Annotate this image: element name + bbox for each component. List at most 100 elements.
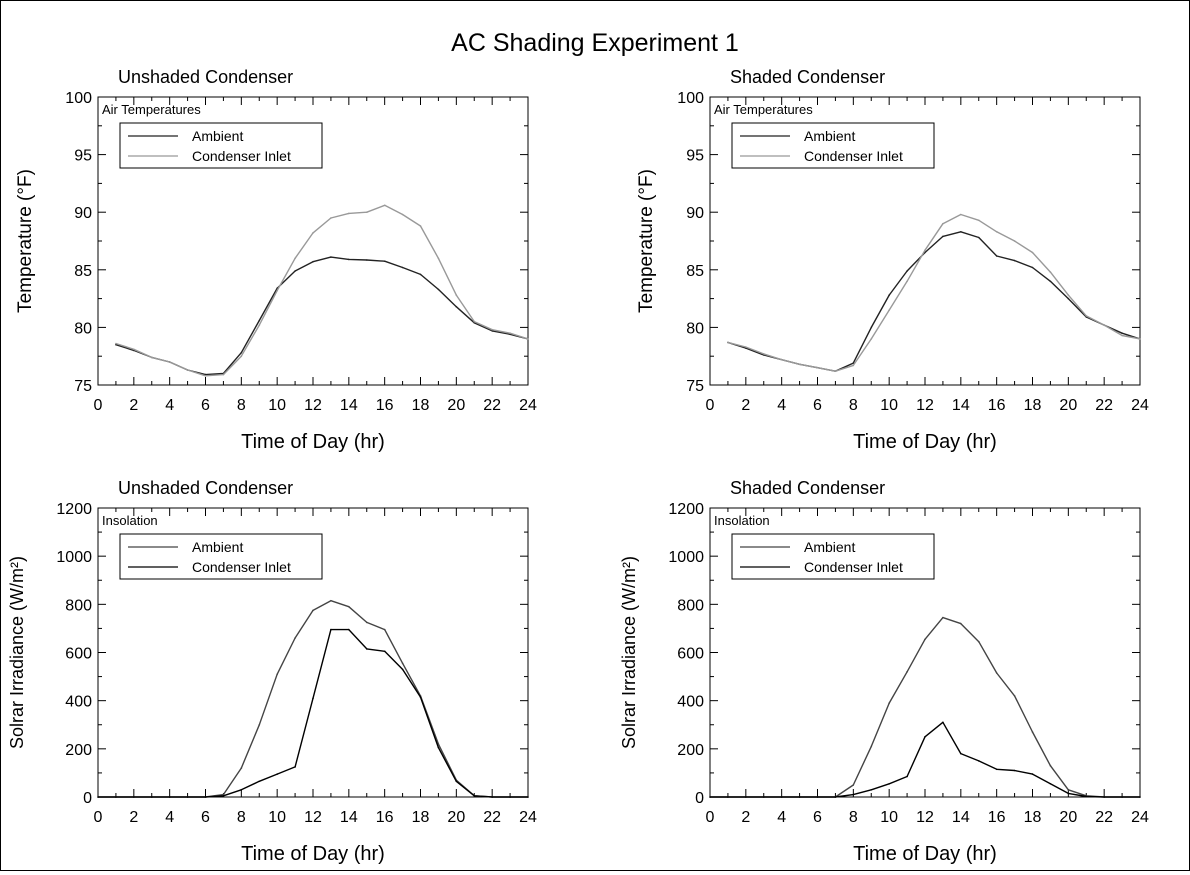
data-point: [924, 638, 926, 641]
data-point: [1103, 796, 1105, 798]
y-tick-label: 0: [695, 790, 704, 807]
data-point: [115, 796, 117, 798]
data-point: [1031, 773, 1034, 775]
x-tick-label: 6: [813, 809, 822, 826]
data-point: [780, 358, 783, 361]
data-point: [204, 375, 207, 377]
data-point: [1085, 795, 1088, 798]
data-point: [995, 231, 998, 233]
x-tick-label: 14: [340, 809, 358, 826]
data-point: [888, 294, 890, 296]
y-tick-label: 400: [677, 694, 704, 711]
data-point: [763, 353, 765, 355]
data-point: [1049, 280, 1052, 283]
y-tick-label: 600: [677, 646, 704, 663]
data-point: [473, 320, 476, 323]
x-tick-label: 18: [1024, 397, 1042, 414]
data-point: [1121, 332, 1123, 335]
x-axis-label: Time of Day (hr): [853, 843, 997, 865]
x-tick-label: 6: [813, 397, 822, 414]
legend-label: Ambient: [192, 539, 243, 555]
data-point: [240, 355, 243, 358]
data-point: [491, 328, 494, 331]
data-point: [168, 361, 171, 363]
y-tick-label: 100: [677, 90, 704, 107]
data-point: [455, 780, 458, 783]
y-axis-label: Temperature (°F): [15, 169, 36, 313]
x-tick-label: 12: [304, 809, 322, 826]
x-tick-label: 8: [237, 809, 246, 826]
chart-panel-1: 0 2 4 6 8 10 12 14 16 18 20 22 247580859095100Unshad…: [15, 67, 537, 453]
x-tick-label: 0: [706, 809, 715, 826]
data-point: [816, 366, 819, 369]
x-tick-label: 18: [412, 397, 430, 414]
chart-panel-4: 0 2 4 6 8 10 12 14 16 18 20 22 240200400600800100012…: [619, 478, 1149, 865]
data-point: [1067, 789, 1070, 791]
x-tick-label: 4: [165, 397, 174, 414]
data-point: [1139, 338, 1141, 340]
data-point: [978, 219, 980, 222]
data-point: [960, 231, 962, 233]
y-axis-label: Solrar Irradiance (W/m²): [7, 556, 27, 749]
data-point: [834, 796, 837, 798]
data-point: [186, 796, 189, 798]
data-point: [186, 369, 189, 371]
data-point: [437, 288, 440, 291]
data-point: [727, 341, 729, 344]
data-point: [527, 796, 529, 798]
legend-label: Ambient: [192, 128, 243, 144]
data-point: [942, 222, 944, 225]
data-point: [942, 616, 944, 619]
x-tick-label: 2: [741, 809, 750, 826]
data-point: [437, 257, 440, 260]
y-tick-label: 75: [686, 378, 704, 395]
data-point: [924, 249, 926, 251]
legend-box: [119, 122, 323, 169]
data-point: [509, 796, 511, 798]
y-tick-label: 600: [65, 646, 92, 663]
x-tick-label: 12: [304, 397, 322, 414]
data-point: [151, 796, 153, 798]
x-tick-label: 22: [1095, 397, 1113, 414]
legend-label: Ambient: [804, 539, 855, 555]
y-tick-label: 400: [65, 694, 92, 711]
x-axis-label: Time of Day (hr): [241, 431, 385, 453]
data-point: [1013, 769, 1016, 772]
data-point: [960, 752, 962, 755]
data-point: [383, 260, 386, 263]
data-point: [978, 236, 980, 239]
panel-title: Shaded Condenser: [730, 478, 885, 498]
data-point: [870, 745, 873, 748]
data-point: [437, 746, 440, 749]
data-point: [798, 796, 801, 798]
data-point: [401, 266, 404, 269]
data-point: [509, 332, 511, 335]
chart-panel-3: 0 2 4 6 8 10 12 14 16 18 20 22 240200400600800100012…: [7, 478, 537, 865]
data-point: [151, 356, 153, 359]
x-tick-label: 6: [201, 809, 210, 826]
data-point: [258, 780, 261, 783]
x-tick-label: 16: [988, 397, 1006, 414]
x-tick-label: 2: [129, 397, 138, 414]
y-tick-label: 800: [677, 597, 704, 614]
data-point: [366, 621, 368, 624]
x-tick-label: 8: [849, 397, 858, 414]
data-point: [906, 270, 908, 272]
data-point: [222, 373, 225, 376]
x-tick-label: 8: [849, 809, 858, 826]
data-point: [1121, 796, 1123, 798]
data-point: [240, 767, 243, 769]
x-tick-label: 18: [1024, 809, 1042, 826]
x-tick-label: 24: [1131, 809, 1149, 826]
y-tick-label: 200: [677, 742, 704, 759]
data-point: [133, 796, 135, 798]
data-point: [294, 270, 296, 272]
data-point: [942, 235, 944, 238]
y-tick-label: 90: [74, 205, 92, 222]
data-point: [366, 259, 368, 261]
x-tick-label: 24: [519, 809, 537, 826]
data-point: [906, 280, 908, 283]
data-point: [312, 260, 314, 263]
